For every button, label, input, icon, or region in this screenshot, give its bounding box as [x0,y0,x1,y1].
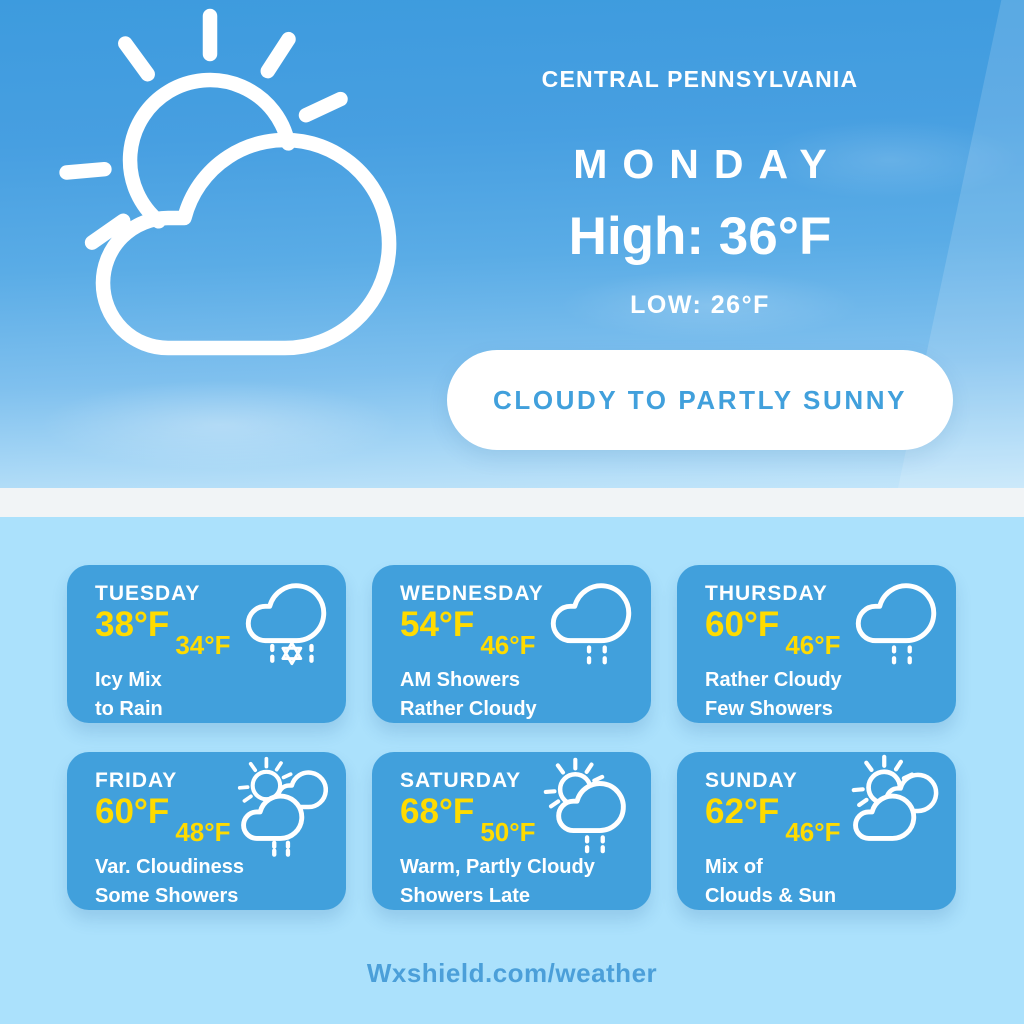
condition-pill: CLOUDY TO PARTLY SUNNY [446,350,954,450]
region-title: CENTRAL PENNSYLVANIA [541,66,859,92]
card-high-temp: 38°F [95,605,170,644]
card-condition: Rather Cloudy Few Showers [705,666,842,724]
forecast-section: TUESDAY 38°F 34°F Icy Mix to Rain WEDNES… [0,517,1024,1024]
card-temps: 60°F 48°F [95,792,231,845]
card-condition-line1: Var. Cloudiness [95,856,244,878]
card-low-temp: 46°F [480,630,536,660]
card-day-label: WEDNESDAY [400,582,544,605]
card-day-label: THURSDAY [705,582,828,605]
sun-behind-cloud-icon [59,8,397,356]
card-low-temp: 46°F [785,630,841,660]
forecast-card: WEDNESDAY 54°F 46°F AM Showers Rather Cl… [372,565,651,723]
high-temp: High: 36°F [568,207,832,266]
card-low-temp: 50°F [480,817,536,847]
sun-rain-cloud-icon [542,757,640,858]
card-condition: Mix of Clouds & Sun [705,853,836,911]
card-condition-line1: Mix of [705,856,763,878]
card-day-label: SUNDAY [705,769,798,792]
card-condition-line1: AM Showers [400,669,521,691]
rain-cloud-icon [542,573,640,671]
card-day-label: TUESDAY [95,582,201,605]
card-day-label: FRIDAY [95,769,178,792]
card-day-label: SATURDAY [400,769,522,792]
forecast-card: SATURDAY 68°F 50°F Warm, Partly Cloudy S… [372,752,651,910]
card-temps: 54°F 46°F [400,605,536,658]
forecast-card: TUESDAY 38°F 34°F Icy Mix to Rain [67,565,346,723]
forecast-card: FRIDAY 60°F 48°F Var. Cloudiness Some Sh… [67,752,346,910]
card-condition-line1: Icy Mix [95,669,162,691]
card-low-temp: 46°F [785,817,841,847]
card-condition-line2: Few Showers [705,698,833,720]
sun-rain-clouds-icon [237,756,335,858]
card-condition: AM Showers Rather Cloudy [400,666,537,724]
card-high-temp: 60°F [95,792,170,831]
card-temps: 68°F 50°F [400,792,536,845]
card-condition-line2: to Rain [95,698,163,720]
card-condition: Var. Cloudiness Some Showers [95,853,244,911]
card-high-temp: 54°F [400,605,475,644]
forecast-card: SUNDAY 62°F 46°F Mix of Clouds & Sun [677,752,956,910]
hero-section: CENTRAL PENNSYLVANIA MONDAY High: 36°F L… [0,0,1024,488]
card-condition-line1: Rather Cloudy [705,669,842,691]
hero-copy: CENTRAL PENNSYLVANIA MONDAY High: 36°F L… [430,0,970,450]
card-temps: 62°F 46°F [705,792,841,845]
rain-cloud-icon [847,573,945,671]
card-low-temp: 34°F [175,630,231,660]
website-link[interactable]: Wxshield.com/weather [366,958,658,988]
sun-clouds-icon [847,754,945,858]
card-condition-line2: Showers Late [400,885,531,907]
forecast-grid: TUESDAY 38°F 34°F Icy Mix to Rain WEDNES… [0,517,1024,910]
card-condition-line2: Rather Cloudy [400,698,537,720]
card-temps: 38°F 34°F [95,605,231,658]
card-condition: Icy Mix to Rain [95,666,163,724]
sleet-cloud-icon [237,573,335,671]
low-temp: LOW: 26°F [630,291,770,319]
cloud-wisp [560,270,860,340]
forecast-card: THURSDAY 60°F 46°F Rather Cloudy Few Sho… [677,565,956,723]
day-title: MONDAY [573,141,842,187]
card-condition-line2: Some Showers [95,885,239,907]
card-high-temp: 68°F [400,792,475,831]
card-high-temp: 60°F [705,605,780,644]
cloud-wisp [40,380,400,470]
cloud-wisp [760,120,1020,200]
card-low-temp: 48°F [175,817,231,847]
card-condition-line2: Clouds & Sun [705,885,837,907]
section-divider [0,488,1024,517]
card-high-temp: 62°F [705,792,780,831]
card-condition: Warm, Partly Cloudy Showers Late [400,853,595,911]
card-temps: 60°F 46°F [705,605,841,658]
card-condition-line1: Warm, Partly Cloudy [400,856,595,878]
